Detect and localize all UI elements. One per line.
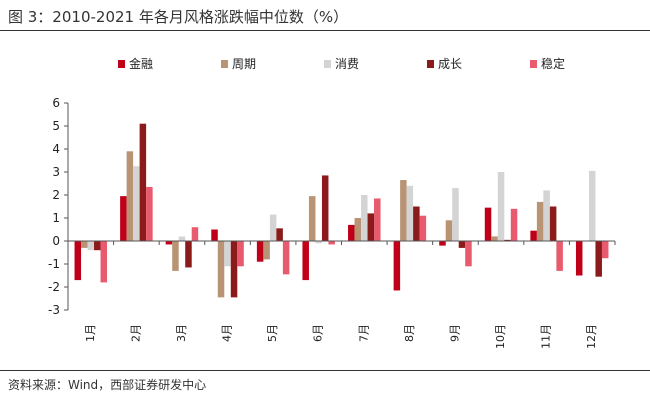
bar-9-5 <box>465 241 472 267</box>
bar-12-5 <box>601 241 609 259</box>
x-tick-label-10: 10月 <box>494 324 507 349</box>
bar-2-5 <box>146 186 153 241</box>
y-tick-label-8: 5 <box>52 119 60 133</box>
bar-5-1 <box>256 241 264 262</box>
legend-label-1: 金融 <box>129 56 153 71</box>
y-tick-label-7: 4 <box>52 142 60 156</box>
legend-swatch-5 <box>530 60 537 68</box>
bar-5-2 <box>263 241 270 260</box>
chart-legend: 金融 周期 消费 成长 稳定 <box>118 56 565 71</box>
x-tick-label-4: 4月 <box>221 324 234 342</box>
legend-label-4: 成长 <box>438 57 462 71</box>
bar-11-1 <box>530 230 537 241</box>
y-tick-label-3: 0 <box>52 234 60 248</box>
bar-11-4 <box>549 206 557 241</box>
bar-8-4 <box>413 206 420 241</box>
bar-6-2 <box>308 196 316 241</box>
bar-3-3 <box>178 236 186 241</box>
bar-3-4 <box>185 241 192 268</box>
legend-label-2: 周期 <box>232 57 256 71</box>
bar-10-5 <box>510 208 518 241</box>
bar-4-2 <box>217 241 225 298</box>
bar-10-3 <box>497 172 505 241</box>
bar-10-4 <box>504 239 511 241</box>
y-tick-label-1: -2 <box>48 280 60 294</box>
y-tick-label-0: -3 <box>48 303 60 317</box>
chart-bars <box>74 123 609 298</box>
bar-5-5 <box>282 241 290 275</box>
bar-11-2 <box>536 201 544 241</box>
bar-8-3 <box>406 185 414 241</box>
x-tick-label-5: 5月 <box>266 324 279 342</box>
bar-5-4 <box>276 228 283 241</box>
bar-7-5 <box>374 198 381 241</box>
source-note: 资料来源：Wind，西部证券研发中心 <box>8 378 207 392</box>
bar-12-3 <box>588 170 596 241</box>
x-tick-label-3: 3月 <box>175 324 188 342</box>
bar-11-3 <box>543 190 550 241</box>
bar-8-1 <box>393 241 401 291</box>
bar-3-2 <box>172 241 179 271</box>
x-tick-label-12: 12月 <box>585 324 598 349</box>
bar-5-3 <box>269 214 277 241</box>
bar-9-3 <box>452 188 459 241</box>
bar-7-3 <box>361 195 368 241</box>
bar-1-4 <box>94 241 101 251</box>
bar-3-5 <box>191 227 199 241</box>
legend-label-5: 稳定 <box>541 56 565 71</box>
bar-6-1 <box>302 241 309 281</box>
bar-8-5 <box>419 215 427 241</box>
bar-10-2 <box>491 236 498 241</box>
bar-6-4 <box>321 175 329 241</box>
chart-axes: -3 -2 -1 0 1 2 3 4 5 6 1月 2月 3月 4月 5月 6月 7月 8月 9月 10月 11月 12月 <box>48 96 616 349</box>
source-divider <box>0 370 650 371</box>
bar-1-3 <box>87 241 95 251</box>
legend-swatch-1 <box>118 60 125 68</box>
legend-swatch-2 <box>221 60 228 68</box>
bar-2-1 <box>120 196 127 241</box>
y-tick-label-9: 6 <box>52 96 60 110</box>
bar-7-4 <box>367 213 375 241</box>
y-tick-label-4: 1 <box>52 211 60 225</box>
bar-chart: 金融 周期 消费 成长 稳定 -3 -2 -1 0 1 2 3 4 5 6 1月 2月 3月 4月 5月 6月 7月 8月… <box>48 56 616 349</box>
title-divider <box>0 30 650 31</box>
bar-1-5 <box>100 241 108 283</box>
bar-8-2 <box>400 180 407 241</box>
bar-6-3 <box>315 241 322 244</box>
legend-label-3: 消费 <box>335 57 359 71</box>
x-tick-label-6: 6月 <box>312 324 325 342</box>
x-tick-label-1: 1月 <box>84 324 97 342</box>
bar-1-2 <box>81 241 88 248</box>
bar-11-5 <box>556 241 563 271</box>
y-tick-label-2: -1 <box>48 257 60 271</box>
legend-swatch-4 <box>427 60 434 68</box>
bar-3-1 <box>165 241 173 245</box>
bar-9-4 <box>458 241 466 248</box>
x-tick-label-9: 9月 <box>448 324 461 342</box>
x-tick-label-2: 2月 <box>129 324 142 342</box>
bar-4-3 <box>224 241 231 267</box>
x-tick-label-11: 11月 <box>540 324 553 349</box>
bar-2-3 <box>133 166 140 241</box>
bar-1-1 <box>74 241 82 281</box>
bar-2-4 <box>139 123 147 241</box>
bar-4-1 <box>211 229 218 241</box>
bar-2-2 <box>126 151 134 241</box>
bar-4-4 <box>230 241 238 298</box>
bar-4-5 <box>237 241 244 267</box>
bar-7-2 <box>354 218 362 241</box>
x-tick-label-7: 7月 <box>357 324 370 342</box>
chart-title: 图 3：2010-2021 年各月风格涨跌幅中位数（%） <box>8 8 349 26</box>
bar-6-5 <box>328 241 335 245</box>
bar-7-1 <box>348 224 355 241</box>
bar-12-1 <box>575 241 583 276</box>
bar-12-4 <box>595 241 602 277</box>
legend-swatch-3 <box>324 60 331 68</box>
bar-9-1 <box>439 241 446 246</box>
bar-10-1 <box>484 207 492 241</box>
bar-9-2 <box>445 220 453 241</box>
y-tick-label-5: 2 <box>52 188 60 202</box>
y-tick-label-6: 3 <box>52 165 60 179</box>
x-tick-label-8: 8月 <box>403 324 416 342</box>
